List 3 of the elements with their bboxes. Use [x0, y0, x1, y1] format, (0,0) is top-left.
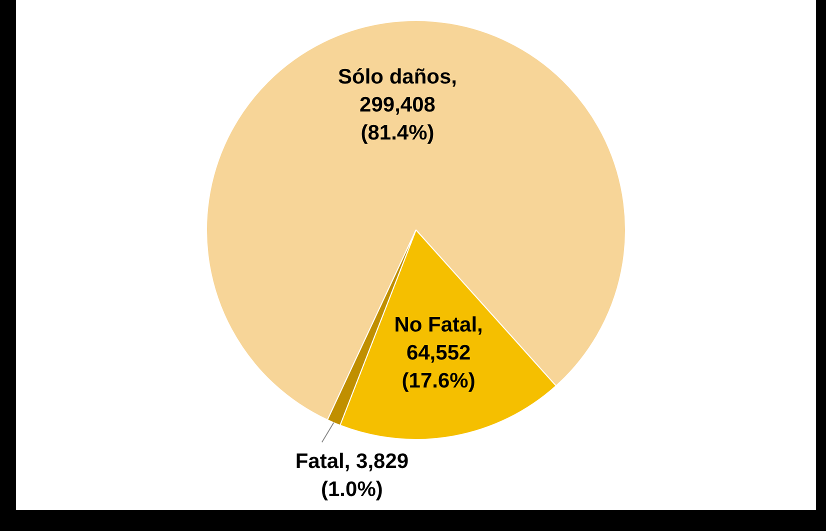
slice-label: Sólo daños, 299,408 (81.4%): [338, 65, 457, 144]
slice-label: No Fatal, 64,552 (17.6%): [394, 313, 483, 392]
slice-label: Fatal, 3,829 (1.0%): [295, 450, 409, 502]
